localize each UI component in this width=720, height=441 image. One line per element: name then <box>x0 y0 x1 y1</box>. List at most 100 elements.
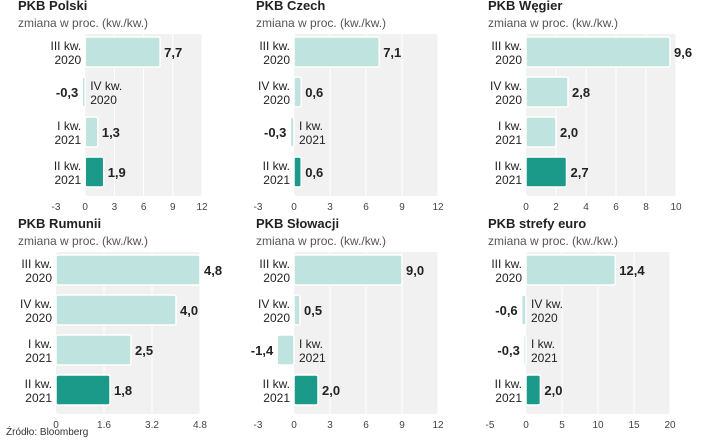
plot-panel <box>526 34 676 196</box>
chart-subtitle: zmiana w proc. (kw./kw.) <box>488 16 618 30</box>
plot-panel <box>56 252 200 414</box>
tick-label: 5 <box>559 420 565 431</box>
category-label: 2020 <box>54 53 81 67</box>
tick-label: 3 <box>327 202 333 213</box>
value-label: 9,0 <box>406 263 424 278</box>
value-label: 7,1 <box>383 45 401 60</box>
bar-1 <box>55 254 201 286</box>
category-label: I kw. <box>299 337 323 351</box>
value-label: 2,7 <box>571 165 589 180</box>
chart-title: PKB Słowacji <box>256 216 339 231</box>
category-label: 2020 <box>263 271 290 285</box>
bar-2 <box>525 76 569 108</box>
category-label: 2021 <box>299 351 326 365</box>
category-label: 2020 <box>495 93 522 107</box>
value-label: 4,0 <box>180 303 198 318</box>
bar-1 <box>293 36 380 68</box>
category-label: I kw. <box>299 119 323 133</box>
category-label: 2020 <box>25 271 52 285</box>
category-label: 2021 <box>531 351 558 365</box>
value-label: 1,3 <box>102 125 120 140</box>
tick-label: 0 <box>291 420 297 431</box>
value-label: 0,6 <box>305 85 323 100</box>
category-label: I kw. <box>498 119 522 133</box>
tick-label: 4 <box>583 202 589 213</box>
bar-3 <box>523 334 527 366</box>
value-label: -0,3 <box>56 85 78 100</box>
category-label: IV kw. <box>258 297 290 311</box>
category-label: IV kw. <box>258 79 290 93</box>
tick-label: 12 <box>196 202 208 213</box>
tick-label: 1.6 <box>97 420 111 431</box>
tick-label: 9 <box>399 202 405 213</box>
tick-label: 3 <box>327 420 333 431</box>
bar-4 <box>293 374 319 406</box>
tick-label: 6 <box>363 202 369 213</box>
category-label: I kw. <box>28 337 52 351</box>
tick-label: 8 <box>643 202 649 213</box>
chart-subtitle: zmiana w proc. (kw./kw.) <box>18 16 148 30</box>
category-label: IV kw. <box>90 79 122 93</box>
bar-4 <box>293 156 302 188</box>
bar-4 <box>525 374 542 406</box>
tick-label: 12 <box>432 420 444 431</box>
chart-title: PKB Czech <box>256 0 325 13</box>
source-note: Źródło: Bloomberg <box>6 427 89 438</box>
tick-label: -5 <box>486 420 495 431</box>
tick-label: 12 <box>432 202 444 213</box>
tick-label: 0 <box>523 420 529 431</box>
tick-label: 3 <box>112 202 118 213</box>
category-label: 2020 <box>263 93 290 107</box>
category-label: 2020 <box>263 311 290 325</box>
category-label: 2020 <box>531 311 558 325</box>
bar-4 <box>84 156 105 188</box>
tick-label: 0 <box>291 202 297 213</box>
value-label: 1,8 <box>114 383 132 398</box>
category-label: 2021 <box>263 391 290 405</box>
tick-label: 10 <box>592 420 604 431</box>
category-label: III kw. <box>21 257 52 271</box>
category-label: II kw. <box>263 377 290 391</box>
value-label: 2,5 <box>135 343 153 358</box>
chart-subtitle: zmiana w proc. (kw./kw.) <box>256 234 386 248</box>
tick-label: -3 <box>52 202 61 213</box>
category-label: II kw. <box>25 377 52 391</box>
category-label: 2021 <box>299 133 326 147</box>
tick-label: 0 <box>523 202 529 213</box>
bar-1 <box>525 36 671 68</box>
bar-3 <box>55 334 132 366</box>
chart-subtitle: zmiana w proc. (kw./kw.) <box>18 234 148 248</box>
category-label: II kw. <box>495 377 522 391</box>
category-label: 2021 <box>495 133 522 147</box>
category-label: 2020 <box>263 53 290 67</box>
value-label: -0,3 <box>497 343 519 358</box>
category-label: 2021 <box>54 173 81 187</box>
value-label: 2,8 <box>572 85 590 100</box>
value-label: 2,0 <box>560 125 578 140</box>
category-label: II kw. <box>263 159 290 173</box>
chart-title: PKB Polski <box>18 0 87 13</box>
bar-1 <box>293 254 403 286</box>
tick-label: -3 <box>254 420 263 431</box>
bar-3 <box>289 116 295 148</box>
value-label: 1,9 <box>108 165 126 180</box>
tick-label: 10 <box>670 202 682 213</box>
tick-label: 9 <box>399 420 405 431</box>
category-label: I kw. <box>57 119 81 133</box>
value-label: 0,6 <box>305 165 323 180</box>
value-label: 9,6 <box>674 45 692 60</box>
chart-subtitle: zmiana w proc. (kw./kw.) <box>488 234 618 248</box>
value-label: 0,5 <box>304 303 322 318</box>
bar-2 <box>293 294 301 326</box>
category-label: III kw. <box>491 39 522 53</box>
category-label: II kw. <box>54 159 81 173</box>
tick-label: 6 <box>613 202 619 213</box>
bar-4 <box>525 156 568 188</box>
category-label: IV kw. <box>531 297 563 311</box>
bar-2 <box>55 294 177 326</box>
bar-3 <box>276 334 295 366</box>
value-label: 4,8 <box>204 263 222 278</box>
tick-label: 0 <box>53 420 59 431</box>
